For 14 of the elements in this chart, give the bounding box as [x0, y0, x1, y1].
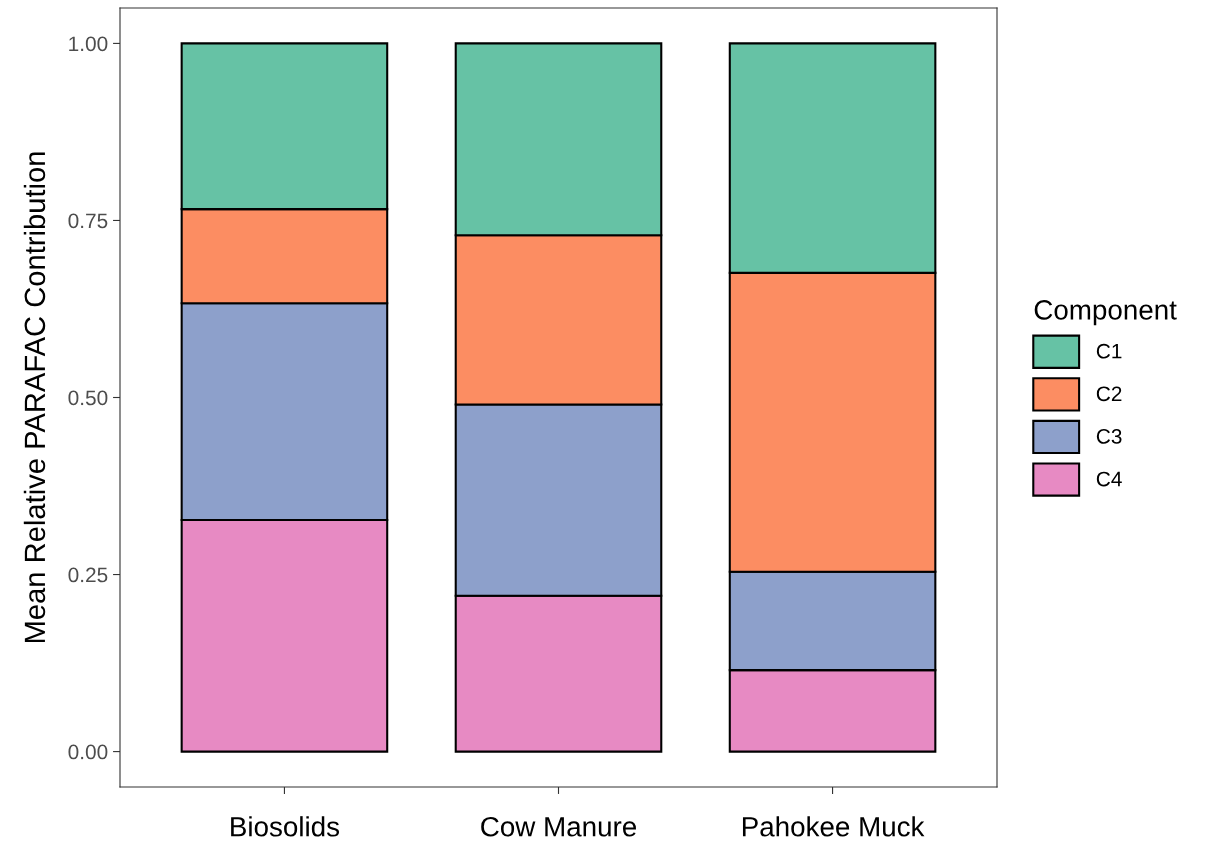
y-axis-title: Mean Relative PARAFAC Contribution — [23, 152, 46, 643]
x-tick-label: Pahokee Muck — [742, 816, 925, 837]
y-tick-label: 1.00 — [69, 36, 108, 52]
y-tick-label: 0.50 — [68, 390, 108, 406]
y-tick-label: 0.75 — [68, 213, 108, 229]
legend-label: C3 — [1096, 429, 1122, 444]
legend-label: C1 — [1096, 343, 1122, 359]
legend-title: Component — [1034, 300, 1177, 326]
y-tick-label: 0.00 — [68, 744, 108, 760]
legend-label: C4 — [1096, 471, 1122, 487]
y-tick-label: 0.25 — [68, 567, 108, 583]
x-tick-label: Biosolids — [231, 816, 340, 837]
x-tick-label: Cow Manure — [481, 816, 637, 837]
legend-label: C2 — [1096, 386, 1122, 402]
